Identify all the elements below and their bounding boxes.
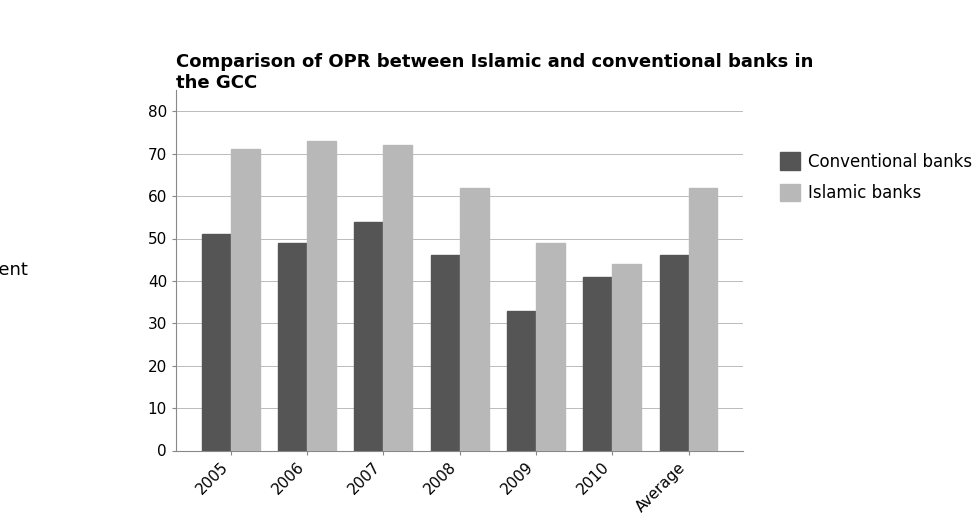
Bar (612, 264, 641, 450)
Bar (430, 255, 459, 450)
Bar (277, 243, 307, 450)
Bar (506, 311, 535, 450)
Bar (582, 277, 612, 450)
Bar (307, 141, 336, 450)
Bar (201, 234, 231, 450)
Bar (459, 188, 488, 450)
Text: Percent: Percent (0, 261, 28, 279)
Bar (658, 255, 688, 450)
Legend: Conventional banks, Islamic banks: Conventional banks, Islamic banks (780, 153, 971, 202)
Bar (688, 188, 717, 450)
Bar (535, 243, 565, 450)
Bar (354, 222, 383, 450)
Text: Comparison of OPR between Islamic and conventional banks in
the GCC: Comparison of OPR between Islamic and co… (176, 53, 813, 92)
Bar (383, 145, 412, 450)
Bar (231, 149, 260, 450)
